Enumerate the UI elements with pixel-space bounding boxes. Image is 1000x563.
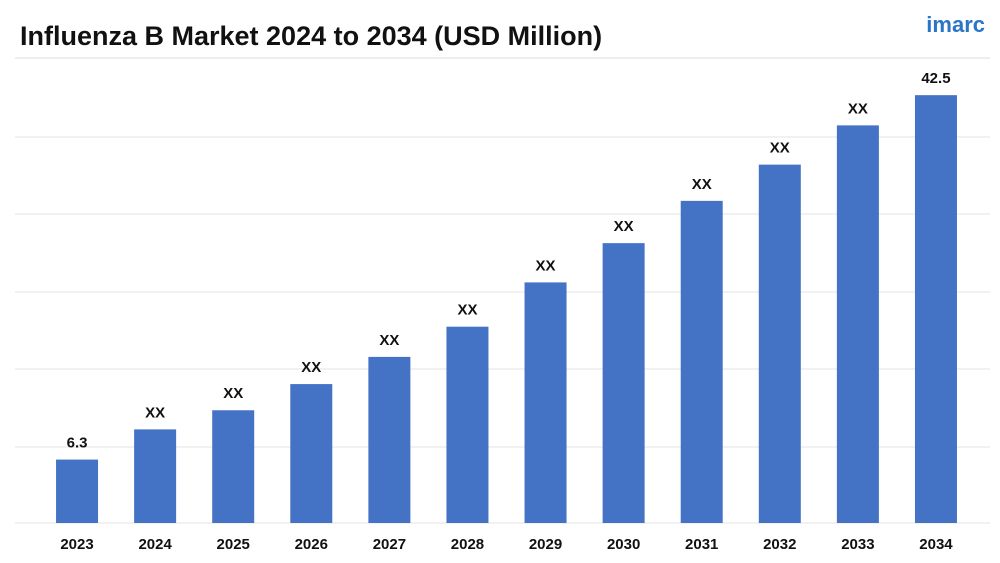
x-tick-label: 2030 [607,536,640,553]
value-label: XX [145,404,165,421]
grid [15,136,990,524]
x-tick-label: 2024 [138,536,172,553]
x-tick-label: 2029 [529,536,562,553]
logo: imarc [926,12,985,37]
x-tick-label: 2034 [919,536,953,553]
bar [290,384,333,523]
x-tick-label: 2027 [373,536,406,553]
x-tick-label: 2028 [451,536,484,553]
value-label: XX [223,385,243,402]
value-label: XX [457,302,477,319]
value-label: XX [770,140,790,157]
bar [134,429,177,523]
value-label: XX [379,332,399,349]
bar [524,282,567,523]
bar [758,164,801,524]
value-label: XX [536,257,556,274]
bar [914,95,957,524]
x-tick-label: 2032 [763,536,796,553]
bar [212,410,255,523]
bar [836,125,879,523]
x-tick-label: 2031 [685,536,718,553]
x-tick-label: 2023 [60,536,93,553]
value-label: XX [848,100,868,117]
chart-title: Influenza B Market 2024 to 2034 (USD Mil… [20,21,602,51]
x-tick-label: 2026 [295,536,328,553]
value-label: XX [692,176,712,193]
value-label: XX [614,218,634,235]
bar [446,326,489,523]
value-label: XX [301,359,321,376]
x-tick-label: 2025 [217,536,250,553]
value-label: 42.5 [921,70,950,87]
bar [56,459,99,523]
bar [680,200,723,523]
value-label: 6.3 [67,435,88,452]
bar [602,243,645,523]
bar [368,356,411,523]
x-tick-label: 2033 [841,536,874,553]
